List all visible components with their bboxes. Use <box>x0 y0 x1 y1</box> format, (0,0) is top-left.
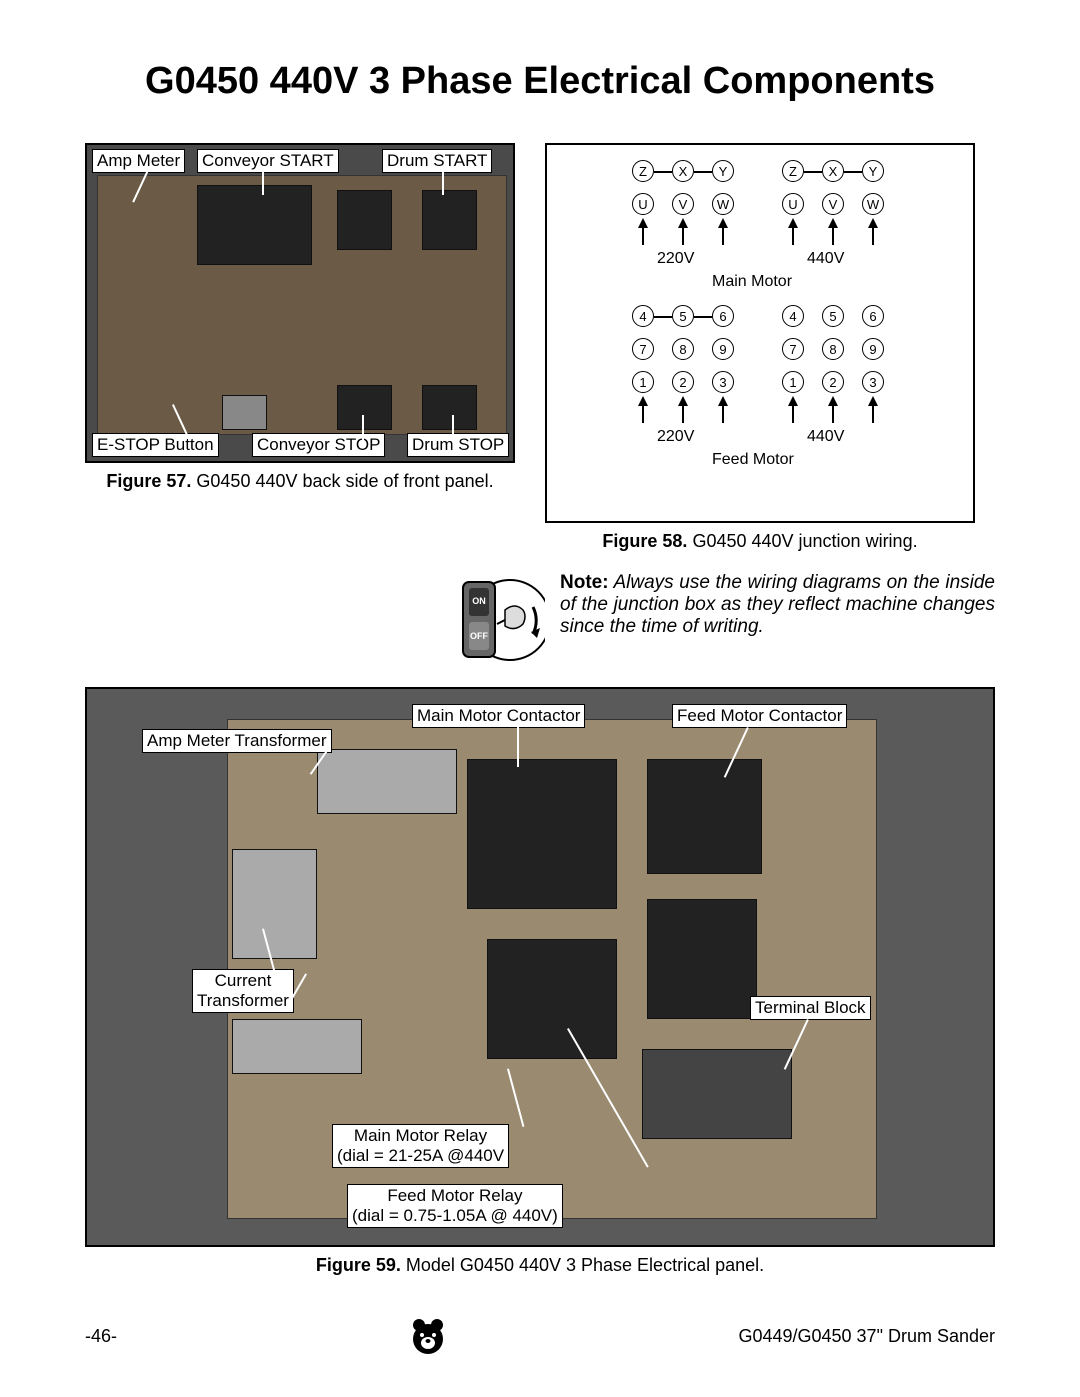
label-main-motor-contactor: Main Motor Contactor <box>412 704 585 728</box>
label-estop-button: E-STOP Button <box>92 433 219 457</box>
label-conveyor-start: Conveyor START <box>197 149 339 173</box>
page-number: -46- <box>85 1326 117 1347</box>
label-drum-start: Drum START <box>382 149 492 173</box>
figure-57: Amp Meter Conveyor START Drum START E-ST… <box>85 143 515 492</box>
figure-59-caption: Figure 59. Model G0450 440V 3 Phase Elec… <box>85 1255 995 1276</box>
figure-59: Amp Meter Transformer Main Motor Contact… <box>85 687 995 1276</box>
label-feed-motor-relay: Feed Motor Relay (dial = 0.75-1.05A @ 44… <box>347 1184 563 1228</box>
label-main-motor-relay: Main Motor Relay (dial = 21-25A @440V <box>332 1124 509 1168</box>
figure-57-photo: Amp Meter Conveyor START Drum START E-ST… <box>85 143 515 463</box>
figure-59-photo: Amp Meter Transformer Main Motor Contact… <box>85 687 995 1247</box>
label-drum-stop: Drum STOP <box>407 433 509 457</box>
label-current-transformer: Current Transformer <box>192 969 294 1013</box>
label-amp-meter: Amp Meter <box>92 149 185 173</box>
page-title: G0450 440V 3 Phase Electrical Components <box>85 60 995 103</box>
label-terminal-block: Terminal Block <box>750 996 871 1020</box>
document-title: G0449/G0450 37" Drum Sander <box>738 1326 995 1347</box>
figure-58-diagram: Z X Y Z X Y U V W U V W 220V <box>545 143 975 523</box>
figure-57-caption: Figure 57. G0450 440V back side of front… <box>85 471 515 492</box>
label-feed-motor-contactor: Feed Motor Contactor <box>672 704 847 728</box>
page-footer: -46- G0449/G0450 37" Drum Sander <box>85 1315 995 1357</box>
svg-text:ON: ON <box>472 596 486 606</box>
wiring-note: Note: Always use the wiring diagrams on … <box>560 572 995 638</box>
svg-text:OFF: OFF <box>470 631 488 641</box>
figure-58: Z X Y Z X Y U V W U V W 220V <box>545 143 975 552</box>
on-off-switch-icon: ON OFF <box>455 572 540 667</box>
bear-logo-icon <box>407 1315 449 1357</box>
label-conveyor-stop: Conveyor STOP <box>252 433 385 457</box>
figure-58-caption: Figure 58. G0450 440V junction wiring. <box>545 531 975 552</box>
label-amp-meter-transformer: Amp Meter Transformer <box>142 729 332 753</box>
